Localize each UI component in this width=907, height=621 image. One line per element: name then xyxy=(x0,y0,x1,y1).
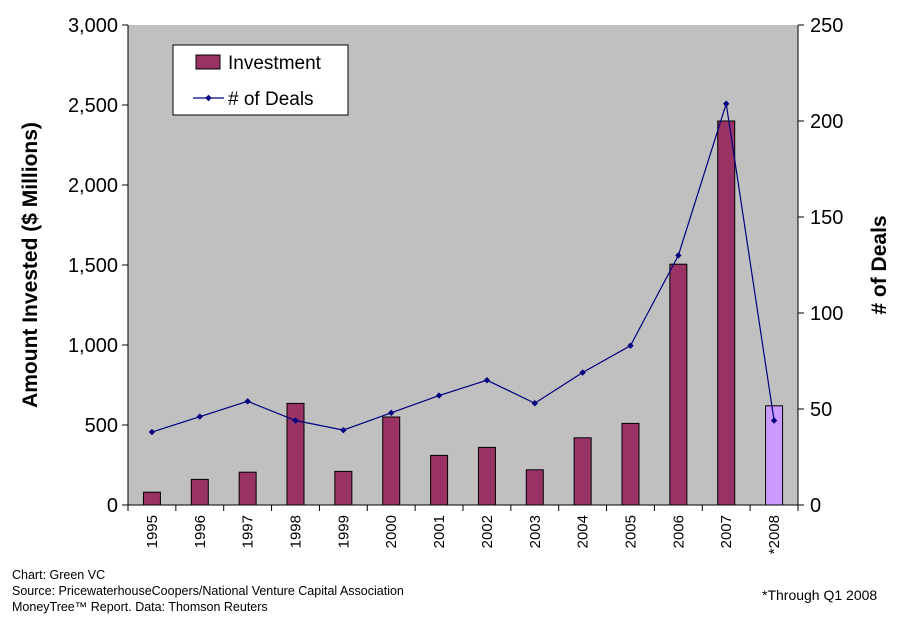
y2-axis-title: # of Deals xyxy=(868,215,891,314)
bar-1997 xyxy=(238,471,257,506)
deal-point-2004 xyxy=(579,369,586,376)
y-tick-label: 500 xyxy=(85,415,118,437)
bar-2001 xyxy=(430,454,449,506)
x-tick-label: 2006 xyxy=(670,515,687,548)
x-tick-label: 2004 xyxy=(575,515,592,548)
bar-2005 xyxy=(621,422,640,506)
y2-tick-label: 250 xyxy=(810,15,843,37)
y-tick-label: 2,000 xyxy=(68,175,118,197)
source-line-2: MoneyTree™ Report. Data: Thomson Reuters xyxy=(12,600,268,614)
bar-1995 xyxy=(142,491,161,506)
y-axis-title: Amount Invested ($ Millions) xyxy=(19,122,42,408)
bar-1996 xyxy=(190,478,209,506)
deal-point-2001 xyxy=(435,392,443,399)
x-tick-label: 2003 xyxy=(527,515,544,548)
x-tick-label: 1997 xyxy=(240,515,257,548)
x-tick-label: 1996 xyxy=(192,515,209,548)
x-tick-label: 1995 xyxy=(144,515,161,548)
deal-point-2002 xyxy=(483,377,491,384)
footnote: *Through Q1 2008 xyxy=(762,587,878,603)
bar-2000 xyxy=(382,416,401,506)
bar-2003 xyxy=(525,469,544,506)
y2-tick-label: 100 xyxy=(810,303,843,325)
x-tick-label: *2008 xyxy=(766,515,783,554)
deal-point-2006 xyxy=(675,252,682,259)
y-tick-label: 1,500 xyxy=(68,255,118,277)
deal-point-2003 xyxy=(531,400,538,407)
bar-2002 xyxy=(477,446,496,506)
x-tick-label: 2005 xyxy=(623,515,640,548)
x-tick-label: 2001 xyxy=(431,515,448,548)
y-tick-label: 3,000 xyxy=(68,15,118,37)
deal-point-2005 xyxy=(627,342,634,349)
deals-line xyxy=(151,103,775,433)
deals-series xyxy=(148,100,778,436)
bar-1999 xyxy=(334,470,353,506)
x-tick-label: 1998 xyxy=(288,515,305,548)
y2-tick-label: 150 xyxy=(810,207,843,229)
deal-point-2007 xyxy=(723,100,730,107)
legend-box xyxy=(172,44,349,116)
bar-2006 xyxy=(669,263,688,506)
x-tick-label: 2000 xyxy=(383,515,400,548)
deal-point-1998 xyxy=(292,417,299,424)
deal-point-1996 xyxy=(196,413,203,420)
y2-tick-label: 0 xyxy=(810,495,821,517)
y-tick-label: 1,000 xyxy=(68,335,118,357)
chart-credit: Chart: Green VC xyxy=(12,568,106,582)
bar-2007 xyxy=(717,120,736,506)
x-tick-label: 1999 xyxy=(335,515,352,548)
deal-point-1997 xyxy=(244,398,251,405)
source-line-1: Source: PricewaterhouseCoopers/National … xyxy=(12,584,404,598)
axes: 0 500 1,000 1,500 2,000 2,500 3,000 0 50 100 150 20… xyxy=(68,15,843,554)
y2-tick-label: 50 xyxy=(810,399,832,421)
y2-tick-label: 200 xyxy=(810,111,843,133)
deal-point-1995 xyxy=(148,428,156,436)
legend-label-deals: # of Deals xyxy=(228,89,314,110)
deal-point-2008 xyxy=(770,417,778,424)
deal-point-1999 xyxy=(340,426,347,434)
bar-2004 xyxy=(573,437,592,506)
y-tick-label: 0 xyxy=(107,495,118,517)
legend-label-investment: Investment xyxy=(228,53,322,74)
x-tick-label: 2002 xyxy=(479,515,496,548)
legend-marker-deals xyxy=(205,94,212,102)
legend: Investment # of Deals xyxy=(172,44,349,116)
y-tick-label: 2,500 xyxy=(68,95,118,117)
x-tick-label: 2007 xyxy=(718,515,735,548)
deal-point-2000 xyxy=(388,409,395,417)
legend-swatch-investment xyxy=(195,54,221,70)
